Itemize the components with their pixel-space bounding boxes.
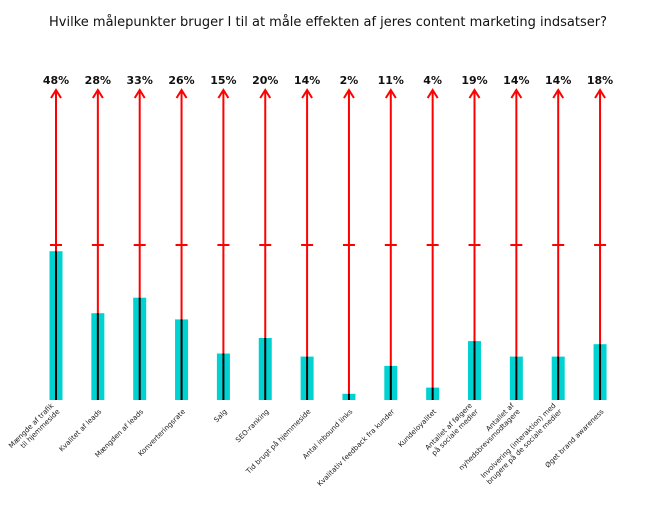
value-label: 11% xyxy=(378,74,404,87)
value-label: 14% xyxy=(294,74,320,87)
value-label: 18% xyxy=(587,74,613,87)
category-label: Kvalitet af leads xyxy=(58,408,104,454)
category-label: Tid brugt på hjemmeside xyxy=(243,407,312,476)
arrowhead xyxy=(594,88,606,99)
arrowhead xyxy=(343,88,355,99)
arrowhead xyxy=(133,88,146,99)
arrowhead xyxy=(426,88,439,99)
value-label: 26% xyxy=(168,74,194,87)
chart-marks: 48% Mængde af trafiktil hjemmeside 28% Kval… xyxy=(7,74,613,488)
arrowhead xyxy=(301,88,313,99)
value-label: 2% xyxy=(340,74,359,87)
category-label: Kvalitativ feedback fra kunder xyxy=(316,408,396,488)
category-label: SEO-ranking xyxy=(234,408,270,444)
category-label: Salg xyxy=(212,408,228,424)
value-label: 14% xyxy=(545,74,571,87)
value-label: 4% xyxy=(423,74,442,87)
arrowhead xyxy=(50,88,62,99)
arrowhead xyxy=(384,88,397,99)
category-label: Konverteringsrate xyxy=(137,408,187,458)
value-label: 19% xyxy=(461,74,487,87)
value-label: 33% xyxy=(127,74,153,87)
arrowhead xyxy=(510,88,523,99)
arrowhead xyxy=(217,88,230,99)
value-label: 15% xyxy=(210,74,236,87)
arrowhead xyxy=(468,88,481,99)
chart-title: Hvilke målepunkter bruger I til at måle … xyxy=(49,15,607,30)
arrowhead xyxy=(552,88,565,99)
arrowhead xyxy=(175,88,188,99)
value-label: 48% xyxy=(43,74,69,87)
value-label: 14% xyxy=(503,74,529,87)
arrowhead xyxy=(92,88,104,99)
category-label: Mængde af trafiktil hjemmeside xyxy=(7,401,62,456)
category-label: Involvering (interaktion) medbrugere på … xyxy=(479,402,564,487)
arrowhead xyxy=(259,88,272,99)
value-label: 20% xyxy=(252,74,278,87)
value-label: 28% xyxy=(85,74,111,87)
